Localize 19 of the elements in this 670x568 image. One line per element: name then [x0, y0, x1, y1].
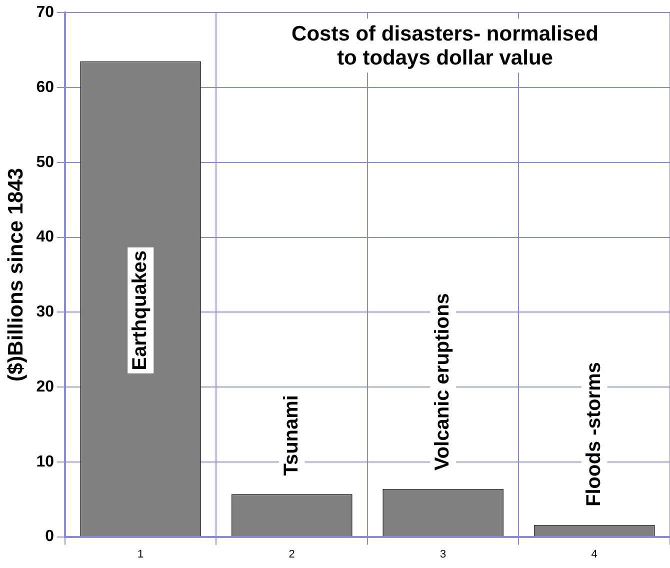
- x-tick-label: 4: [591, 548, 598, 560]
- x-tick-label: 2: [288, 548, 295, 560]
- y-tick-label: 20: [36, 378, 54, 396]
- annotation: Volcanic eruptions: [432, 293, 454, 471]
- y-tick-label: 70: [36, 4, 54, 22]
- text: to todays dollar value: [337, 46, 553, 70]
- y-tick-label: 60: [36, 78, 54, 96]
- y-tick-label: 40: [36, 228, 54, 246]
- y-tick-label: 30: [36, 304, 54, 321]
- y-tick-label: 0: [45, 528, 54, 546]
- x-tick-label: 3: [440, 548, 446, 560]
- annotation: Earthquakes: [129, 250, 152, 370]
- annotation: Tsunami: [280, 395, 302, 476]
- y-tick-label: 10: [36, 453, 54, 470]
- text: Costs of disasters- normalised: [292, 22, 598, 46]
- y-tick-label: 50: [36, 154, 54, 171]
- x-tick-label: 1: [138, 548, 144, 560]
- annotation: Floods -storms: [582, 362, 605, 506]
- y-axis-title: ($)Billions since 1843: [4, 168, 28, 382]
